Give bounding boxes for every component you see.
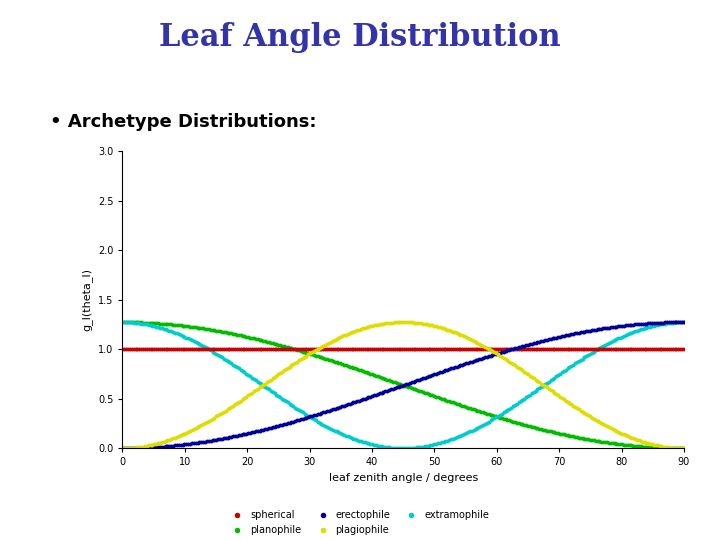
Text: Leaf Angle Distribution: Leaf Angle Distribution [159,22,561,52]
Legend: spherical, planophile, erectophile, plagiophile, extramophile: spherical, planophile, erectophile, plag… [224,507,492,539]
X-axis label: leaf zenith angle / degrees: leaf zenith angle / degrees [328,473,478,483]
Text: • Archetype Distributions:: • Archetype Distributions: [50,113,317,131]
Y-axis label: g_l(theta_l): g_l(theta_l) [81,268,92,331]
